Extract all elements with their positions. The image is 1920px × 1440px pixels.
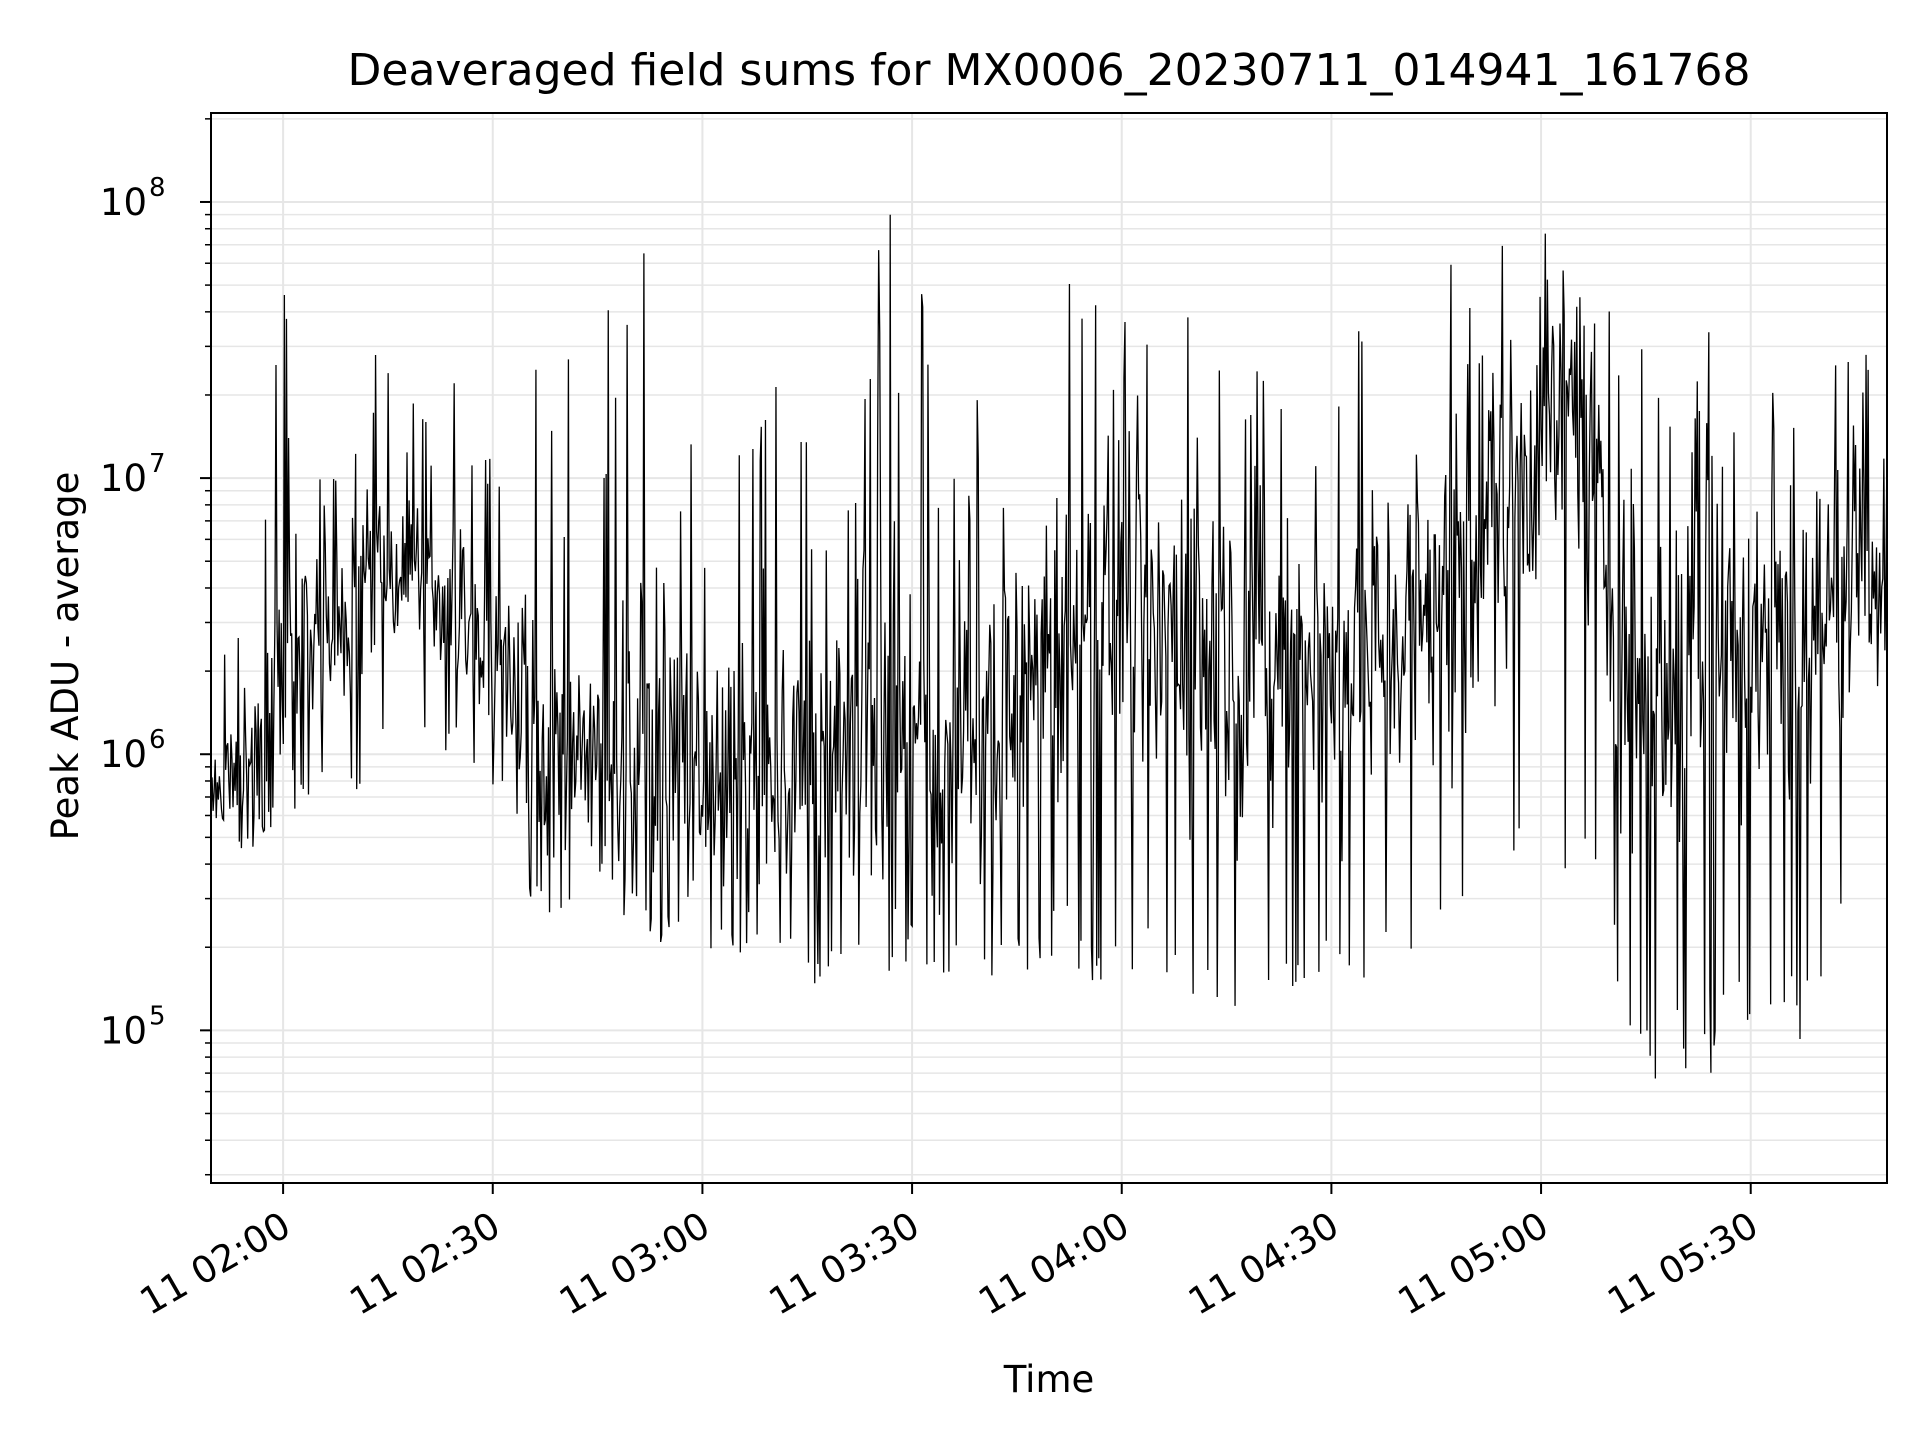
chart-title: Deaveraged field sums for MX0006_2023071… <box>348 45 1751 96</box>
x-axis-label: Time <box>1003 1358 1095 1401</box>
y-tick-label: 10 <box>100 1009 147 1052</box>
y-tick-exponent: 6 <box>149 725 166 755</box>
y-tick-exponent: 8 <box>149 173 166 203</box>
series-line <box>211 214 1887 1079</box>
y-tick-label: 10 <box>100 733 147 776</box>
y-tick-label: 10 <box>100 457 147 500</box>
y-axis-label: Peak ADU - average <box>44 472 87 841</box>
y-tick-label: 10 <box>100 181 147 224</box>
y-tick-exponent: 5 <box>149 1001 166 1031</box>
axes-frame <box>210 112 1888 1184</box>
y-tick-exponent: 7 <box>149 449 166 479</box>
plot-area <box>211 214 1887 1079</box>
